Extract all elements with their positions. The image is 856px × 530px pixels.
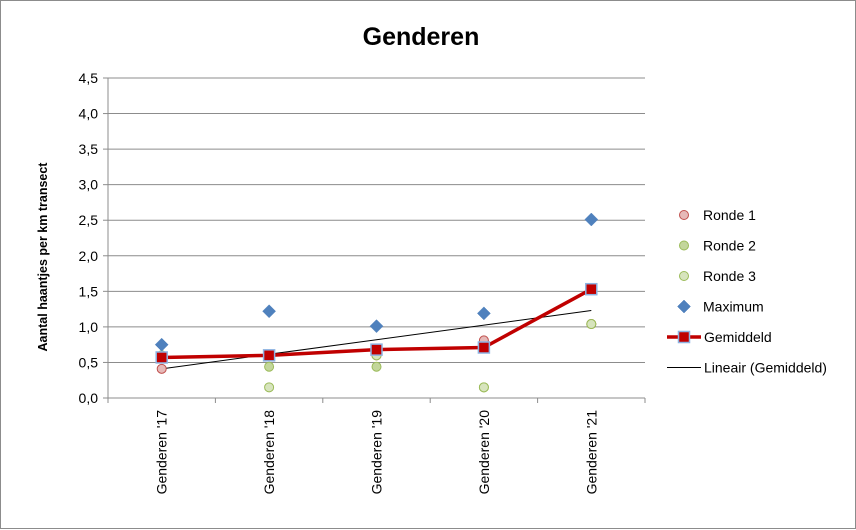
x-tick-label: Genderen '17 <box>154 410 170 495</box>
legend: Ronde 1 Ronde 2 Ronde 3 Maximum Gemiddeld Lin… <box>667 207 827 376</box>
legend-marker <box>677 299 691 314</box>
y-tick-label: 3,5 <box>79 141 99 157</box>
data-point <box>154 337 169 352</box>
data-point <box>371 361 382 372</box>
legend-marker <box>679 210 689 220</box>
axes: 0,0 0,5 1,0 1,5 2,0 2,5 3,0 3,5 4,0 4,5 Genderen '… <box>79 70 646 495</box>
legend-item: Gemiddeld <box>667 329 772 345</box>
trendline <box>161 310 592 370</box>
data-point <box>262 349 276 362</box>
x-tick-label: Genderen '21 <box>583 410 599 495</box>
y-tick-label: 0,5 <box>79 354 99 370</box>
data-point <box>156 363 167 374</box>
y-tick-label: 4,5 <box>79 70 99 86</box>
plot-area <box>154 212 599 393</box>
data-point <box>584 212 599 227</box>
legend-label: Lineair (Gemiddeld) <box>704 360 827 376</box>
y-tick-label: 1,0 <box>79 319 99 335</box>
data-point <box>264 382 275 393</box>
data-point <box>477 306 491 321</box>
legend-item: Maximum <box>677 299 764 315</box>
y-tick-label: 2,0 <box>79 248 99 264</box>
series-maximum <box>154 212 599 352</box>
data-point <box>478 382 489 393</box>
legend-item: Ronde 2 <box>679 238 756 254</box>
legend-item: Ronde 3 <box>679 268 756 284</box>
legend-label: Maximum <box>703 299 764 315</box>
data-point <box>262 304 276 319</box>
x-tick-label: Genderen '20 <box>476 410 492 495</box>
x-tick-label: Genderen '19 <box>369 410 385 495</box>
chart-title: Genderen <box>363 23 480 51</box>
data-point <box>586 319 597 330</box>
y-tick-label: 3,0 <box>79 177 99 193</box>
series-gemiddeld <box>155 282 598 364</box>
y-tick-label: 1,5 <box>79 283 99 299</box>
gridlines <box>108 77 645 363</box>
legend-label: Gemiddeld <box>704 329 772 345</box>
data-point <box>155 351 168 364</box>
y-tick-label: 0,0 <box>79 390 99 406</box>
legend-marker <box>677 330 691 344</box>
legend-marker <box>679 271 689 281</box>
legend-item: Ronde 1 <box>679 207 756 223</box>
data-point <box>369 319 384 334</box>
data-point <box>477 341 491 354</box>
legend-label: Ronde 3 <box>703 268 756 284</box>
legend-label: Ronde 2 <box>703 238 756 254</box>
y-tick-label: 4,0 <box>79 106 99 122</box>
y-axis-label: Aantal haantjes per km transect <box>36 162 50 352</box>
series-lineair-gemiddeld <box>161 310 592 370</box>
legend-item: Lineair (Gemiddeld) <box>667 360 827 376</box>
legend-marker <box>679 240 689 251</box>
data-point <box>585 282 598 296</box>
legend-label: Ronde 1 <box>703 207 756 223</box>
y-tick-label: 2,5 <box>79 212 99 228</box>
x-tick-label: Genderen '18 <box>261 410 277 495</box>
data-point <box>264 361 275 372</box>
data-point <box>370 343 383 356</box>
